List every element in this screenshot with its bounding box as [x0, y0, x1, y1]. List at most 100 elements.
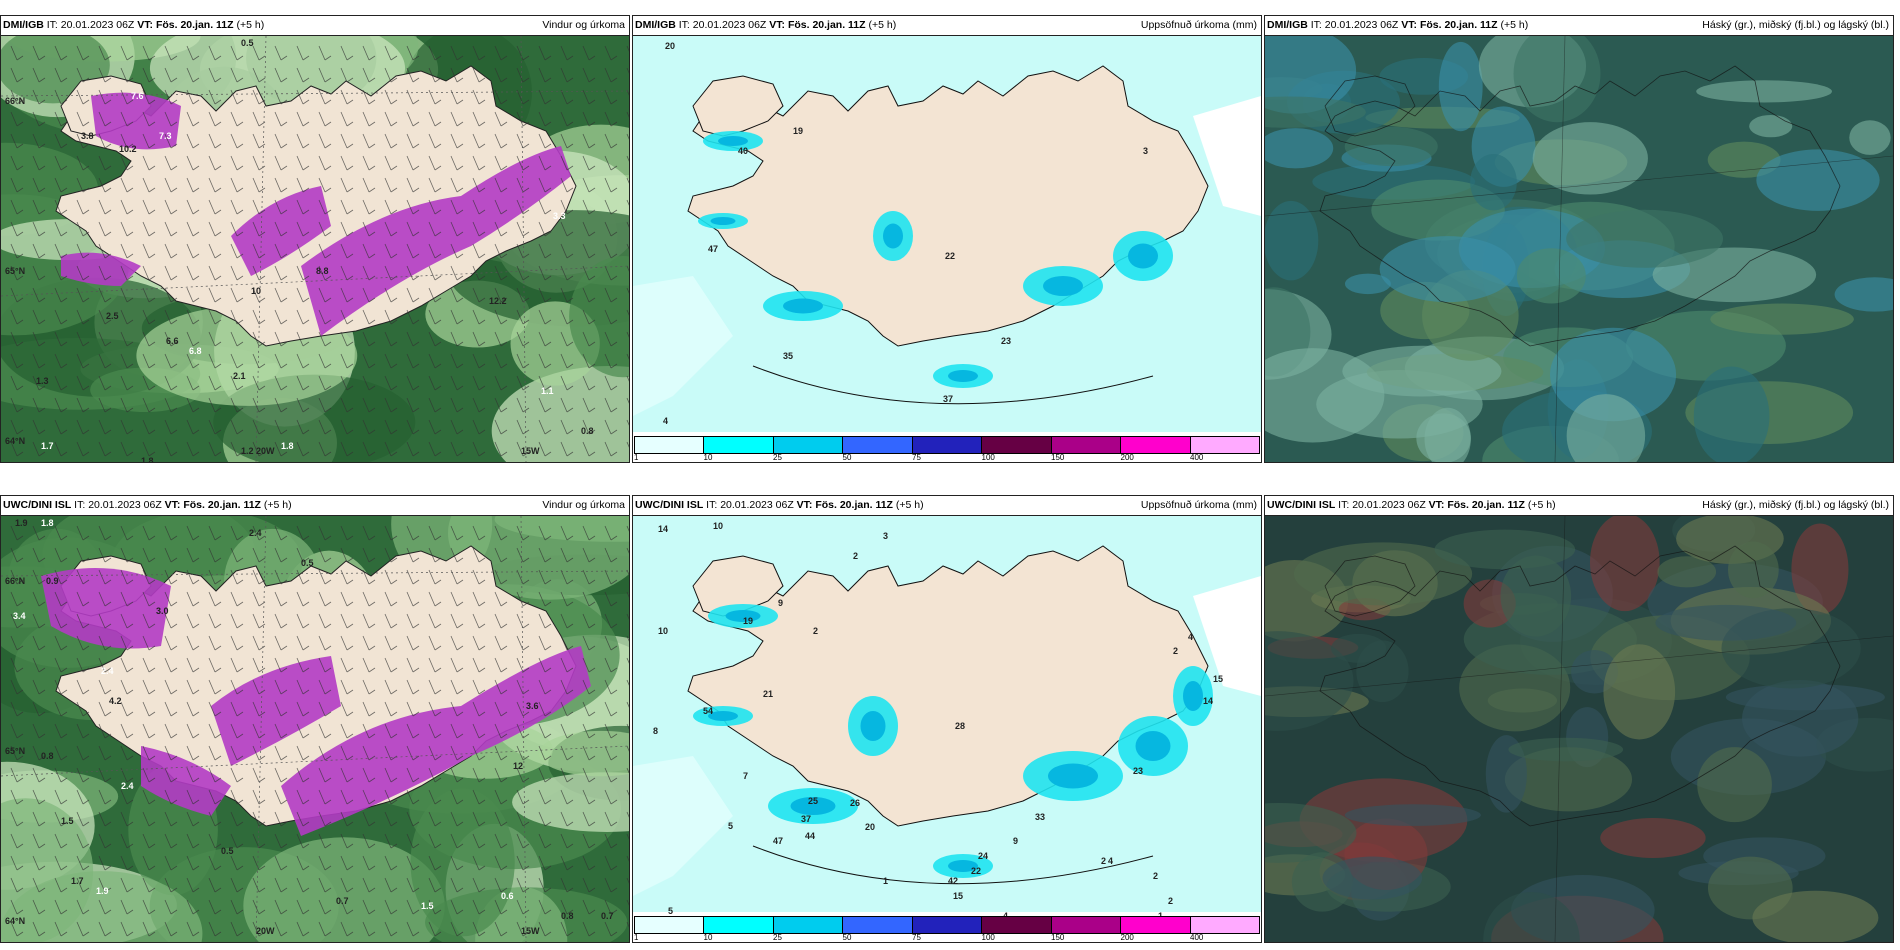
map-value-label: 2	[1153, 871, 1159, 881]
map-value-label: 4.2	[109, 696, 122, 706]
map-value-label: 2	[853, 551, 859, 561]
map-value-label: 7.3	[159, 131, 172, 141]
map-value-label: 10	[713, 521, 724, 531]
map-value-label: 3.0	[156, 606, 169, 616]
offset: (+5 h)	[236, 19, 265, 31]
map-value-label: 35	[783, 351, 794, 361]
colorbar	[634, 916, 1260, 934]
map-value-label: 2	[813, 626, 819, 636]
colorbar-tick: 150	[1051, 933, 1065, 942]
it-value: 20.01.2023 06Z	[1352, 499, 1426, 511]
colorbar	[634, 436, 1260, 454]
colorbar-swatch	[1121, 437, 1191, 453]
panel-header: DMI/IGB IT: 20.01.2023 06Z VT: Fös. 20.j…	[633, 16, 1261, 36]
it-value: 20.01.2023 06Z	[720, 499, 794, 511]
map-value-label: 4	[1108, 856, 1114, 866]
map-value-label: 2.4	[249, 528, 262, 538]
vt-label: VT:	[137, 19, 154, 31]
offset: (+5 h)	[868, 19, 897, 31]
vt-value: Fös. 20.jan. 11Z	[1419, 19, 1498, 31]
vt-label: VT:	[1401, 19, 1418, 31]
colorbar-tick: 150	[1051, 453, 1065, 462]
it-label: IT:	[678, 19, 690, 31]
colorbar-swatch	[1051, 437, 1122, 453]
map-value-label: 0.9	[46, 576, 59, 586]
precip-map: 20 19 40 47 22 35 23 37 3 4 1 10 25 50 75 100 150 200 400	[633, 36, 1261, 462]
map-value-label: 42	[948, 876, 959, 886]
colorbar-tick: 100	[981, 933, 995, 942]
map-value-label: 0.5	[221, 846, 234, 856]
map-value-label: 0.8	[581, 426, 594, 436]
colorbar-tick: 200	[1120, 933, 1134, 942]
map-value-label: 3.8	[81, 131, 94, 141]
panel-header: DMI/IGB IT: 20.01.2023 06Z VT: Fös. 20.j…	[1, 16, 629, 36]
colorbar-tick: 1	[634, 933, 639, 942]
wind-map: 66°N 65°N 64°N 20W 15W 1.9 1.8 2.4 0.5 3.4 0.9 3.0 2…	[1, 516, 629, 942]
model-name: DMI/IGB	[3, 19, 44, 31]
map-value-label: 4	[1188, 632, 1194, 642]
map-value-label: 25	[808, 796, 819, 806]
product-title: Vindur og úrkoma	[542, 19, 625, 31]
map-value-label: 4	[663, 416, 669, 426]
wind-map: 66°N 65°N 64°N 20W 15W 0.5 7.6 3.8 10.2 7.3 2.5 1.3…	[1, 36, 629, 462]
colorbar-swatch	[1051, 917, 1122, 933]
map-value-label: 8	[653, 726, 659, 736]
cloud-map	[1265, 36, 1893, 462]
map-value-label: 15W	[521, 446, 540, 456]
map-value-label: 47	[773, 836, 784, 846]
map-value-label: 5	[668, 906, 674, 916]
colorbar-swatch	[1121, 917, 1191, 933]
map-value-label: 6.6	[166, 336, 179, 346]
panel-header: DMI/IGB IT: 20.01.2023 06Z VT: Fös. 20.j…	[1265, 16, 1893, 36]
colorbar-tick: 400	[1190, 933, 1204, 942]
precip-map: 14 10 3 2 2 10 19 9 54 21 8 7 5 25 28 20 26 44 47 37 42 15 24 2…	[633, 516, 1261, 942]
model-name: UWC/DINI ISL	[3, 499, 72, 511]
it-label: IT:	[1310, 19, 1322, 31]
map-value-label: 1.8	[141, 456, 154, 462]
colorbar-tick: 75	[912, 933, 921, 942]
map-value-label: 7.6	[131, 91, 144, 101]
map-value-label: 9	[778, 598, 784, 608]
map-value-label: 1.8	[281, 441, 294, 451]
precip-map-svg	[633, 36, 1261, 432]
map-value-label: 8.8	[316, 266, 329, 276]
map-value-label: 14	[1203, 696, 1214, 706]
map-value-label: 9	[1013, 836, 1019, 846]
colorbar-tick: 10	[703, 453, 713, 462]
map-value-label: 22	[971, 866, 982, 876]
it-value: 20.01.2023 06Z	[88, 499, 162, 511]
cloud-map	[1265, 516, 1893, 942]
it-label: IT:	[1338, 499, 1350, 511]
panel-header: UWC/DINI ISL IT: 20.01.2023 06Z VT: Fös.…	[1, 496, 629, 516]
colorbar-swatch	[773, 917, 844, 933]
map-value-label: 0.7	[336, 896, 349, 906]
vt-value: Fös. 20.jan. 11Z	[155, 19, 234, 31]
map-value-label: 0.8	[561, 911, 574, 921]
colorbar-tick: 200	[1120, 453, 1134, 462]
map-value-label: 1.7	[71, 876, 84, 886]
wind-map-svg	[1, 36, 629, 462]
colorbar-tick: 50	[842, 453, 852, 462]
product-title: Uppsöfnuð úrkoma (mm)	[1140, 19, 1257, 31]
map-value-label: 0.8	[41, 751, 54, 761]
panel-uwc-cloud: UWC/DINI ISL IT: 20.01.2023 06Z VT: Fös.…	[1264, 495, 1894, 943]
offset: (+5 h)	[263, 499, 292, 511]
colorbar-tick: 75	[912, 453, 921, 462]
colorbar-tick: 100	[981, 453, 995, 462]
wind-map-svg	[1, 516, 629, 942]
map-value-label: 3.3	[553, 211, 566, 221]
model-name: DMI/IGB	[1267, 19, 1308, 31]
map-value-label: 10	[251, 286, 262, 296]
map-value-label: 54	[703, 706, 714, 716]
map-value-label: 40	[738, 146, 749, 156]
map-value-label: 28	[955, 721, 966, 731]
colorbar-tick: 1	[634, 453, 639, 462]
colorbar-swatch	[635, 437, 705, 453]
colorbar-swatch	[635, 917, 705, 933]
map-value-label: 2.5	[106, 311, 119, 321]
panel-dmi-cloud: DMI/IGB IT: 20.01.2023 06Z VT: Fös. 20.j…	[1264, 15, 1894, 463]
map-value-label: 66°N	[5, 576, 26, 586]
map-value-label: 2	[1173, 646, 1179, 656]
map-value-label: 5	[728, 821, 734, 831]
panel-dmi-wind: DMI/IGB IT: 20.01.2023 06Z VT: Fös. 20.j…	[0, 15, 630, 463]
